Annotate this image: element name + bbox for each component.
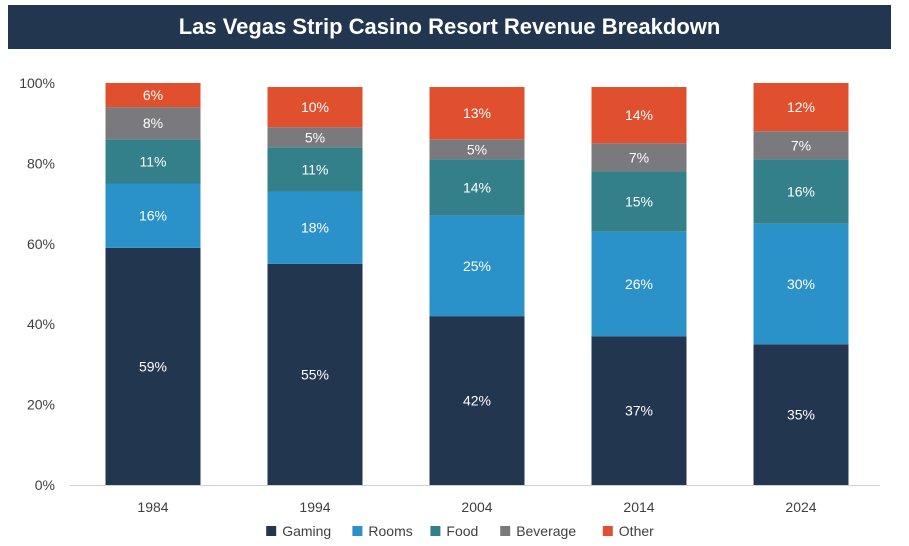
bar-segment-rooms-1994 [267, 191, 363, 264]
bar-segment-gaming-1994 [267, 263, 363, 485]
chart-title-bar: Las Vegas Strip Casino Resort Revenue Br… [8, 5, 891, 49]
data-label-beverage-2004: 5% [467, 141, 487, 157]
data-label-food-2014: 15% [625, 194, 653, 210]
data-label-beverage-1984: 8% [143, 115, 163, 131]
x-tick-label: 1984 [137, 499, 168, 515]
data-label-rooms-2014: 26% [625, 276, 653, 292]
bar-segment-food-2014 [591, 171, 687, 232]
bar-segment-gaming-1984 [105, 247, 201, 485]
data-label-beverage-2024: 7% [791, 137, 811, 153]
bar-segment-beverage-2014 [591, 143, 687, 172]
bar-segment-beverage-2024 [753, 131, 849, 160]
bar-segment-food-1984 [105, 139, 201, 184]
data-label-food-1984: 11% [140, 153, 167, 169]
y-tick-label: 0% [35, 477, 55, 493]
data-label-other-2024: 12% [787, 99, 815, 115]
legend-swatch-rooms [352, 526, 363, 536]
bar-segment-food-2004 [429, 159, 525, 216]
data-label-gaming-2004: 42% [463, 393, 491, 409]
bar-segment-other-2004 [429, 87, 525, 140]
y-tick-label: 40% [27, 316, 55, 332]
bar-segment-food-1994 [267, 147, 363, 192]
bar-segment-beverage-1984 [105, 107, 201, 140]
x-tick-label: 2004 [461, 499, 492, 515]
legend-swatch-food [430, 526, 441, 536]
data-label-rooms-2004: 25% [463, 258, 491, 274]
bar-segment-gaming-2014 [591, 336, 687, 485]
x-tick-label: 2024 [785, 499, 816, 515]
bar-segment-rooms-1984 [105, 183, 201, 248]
bar-segment-rooms-2004 [429, 215, 525, 317]
legend-swatch-other [602, 526, 613, 536]
data-label-food-2024: 16% [787, 184, 815, 200]
data-label-other-2014: 14% [625, 107, 653, 123]
bar-segment-beverage-1994 [267, 127, 363, 148]
data-label-other-1984: 6% [143, 87, 163, 103]
data-label-beverage-1994: 5% [305, 129, 325, 145]
data-label-gaming-2014: 37% [625, 403, 653, 419]
legend-swatch-gaming [266, 526, 277, 536]
data-label-gaming-1984: 59% [139, 358, 167, 374]
bar-segment-gaming-2004 [429, 316, 525, 485]
bar-segment-rooms-2024 [753, 223, 849, 345]
data-label-gaming-1994: 55% [301, 366, 329, 382]
data-label-other-1994: 10% [301, 99, 329, 115]
bar-segment-food-2024 [753, 159, 849, 224]
data-label-rooms-2024: 30% [787, 276, 815, 292]
legend-label-other: Other [619, 523, 654, 539]
y-tick-label: 20% [27, 397, 55, 413]
legend-label-rooms: Rooms [368, 523, 412, 539]
data-label-gaming-2024: 35% [787, 407, 815, 423]
bar-segment-gaming-2024 [753, 344, 849, 485]
y-tick-label: 60% [27, 236, 55, 252]
y-tick-label: 80% [27, 155, 55, 171]
bar-segment-other-1994 [267, 87, 363, 128]
bar-segment-rooms-2014 [591, 231, 687, 337]
bar-segment-other-2024 [753, 83, 849, 132]
chart-title: Las Vegas Strip Casino Resort Revenue Br… [178, 14, 721, 39]
data-label-rooms-1984: 16% [139, 208, 167, 224]
legend-swatch-beverage [500, 526, 511, 536]
data-label-rooms-1994: 18% [301, 220, 329, 236]
x-tick-label: 1994 [299, 499, 330, 515]
data-label-food-2004: 14% [463, 180, 491, 196]
y-tick-label: 100% [19, 75, 55, 91]
x-tick-label: 2014 [623, 499, 654, 515]
bar-segment-other-2014 [591, 87, 687, 144]
data-label-food-1994: 11% [302, 161, 329, 177]
data-label-other-2004: 13% [463, 105, 491, 121]
bar-segment-beverage-2004 [429, 139, 525, 160]
bar-segment-other-1984 [105, 83, 201, 108]
legend-label-food: Food [446, 523, 478, 539]
legend-label-gaming: Gaming [282, 523, 331, 539]
legend-label-beverage: Beverage [516, 523, 576, 539]
data-label-beverage-2014: 7% [629, 149, 649, 165]
